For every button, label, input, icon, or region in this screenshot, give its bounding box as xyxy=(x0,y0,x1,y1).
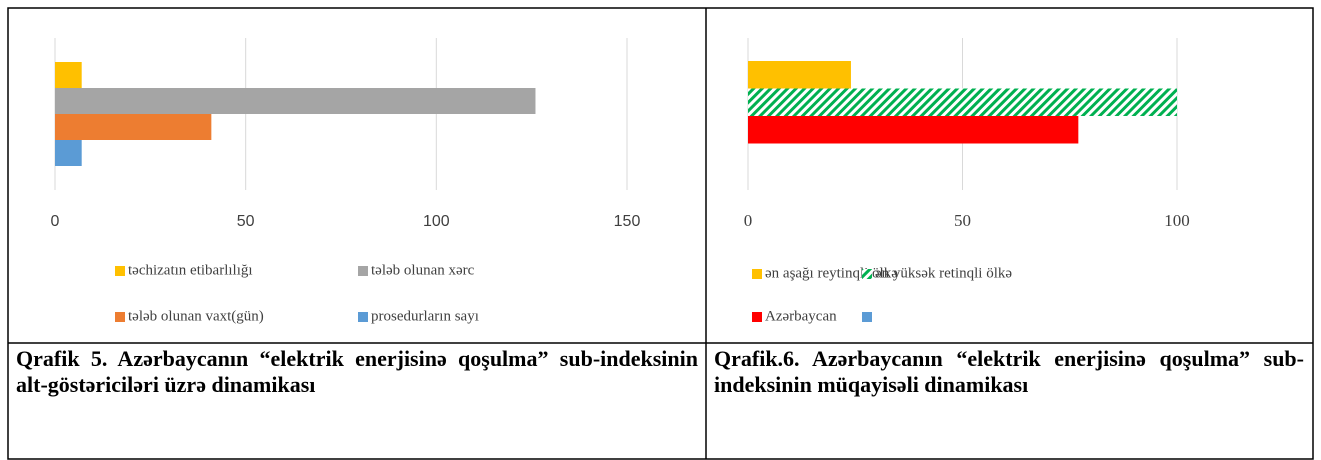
bar xyxy=(55,88,536,114)
legend-label: prosedurların sayı xyxy=(371,308,479,324)
legend-swatch xyxy=(862,312,872,322)
bar xyxy=(748,116,1079,144)
x-tick-label: 100 xyxy=(423,213,450,230)
legend-swatch xyxy=(358,266,368,276)
bar xyxy=(55,62,82,88)
legend-label: tələb olunan xərc xyxy=(371,262,475,278)
legend-label: ən yüksək retinqli ölkə xyxy=(875,265,1012,281)
legend-label: tələb olunan vaxt(gün) xyxy=(128,308,264,324)
x-tick-label: 50 xyxy=(237,213,255,230)
bar xyxy=(55,140,82,166)
legend-swatch xyxy=(752,269,762,279)
x-tick-label: 100 xyxy=(1164,211,1190,230)
legend-swatch xyxy=(752,312,762,322)
x-tick-label: 0 xyxy=(744,211,753,230)
caption: Qrafik 5. Azərbaycanın “elektrik enerjis… xyxy=(16,346,698,397)
x-tick-label: 50 xyxy=(954,211,971,230)
bar xyxy=(748,88,1177,116)
x-tick-label: 0 xyxy=(51,213,60,230)
caption: Qrafik.6. Azərbaycanın “elektrik enerjis… xyxy=(714,346,1304,397)
legend-swatch xyxy=(115,266,125,276)
bar xyxy=(748,61,851,89)
legend-swatch xyxy=(862,269,872,279)
x-tick-label: 150 xyxy=(614,213,641,230)
legend-label: təchizatın etibarlılığı xyxy=(128,262,253,278)
legend-swatch xyxy=(115,312,125,322)
table-borders xyxy=(7,7,1314,460)
legend-label: Azərbaycan xyxy=(765,308,837,324)
bar xyxy=(55,114,212,140)
legend-swatch xyxy=(358,312,368,322)
